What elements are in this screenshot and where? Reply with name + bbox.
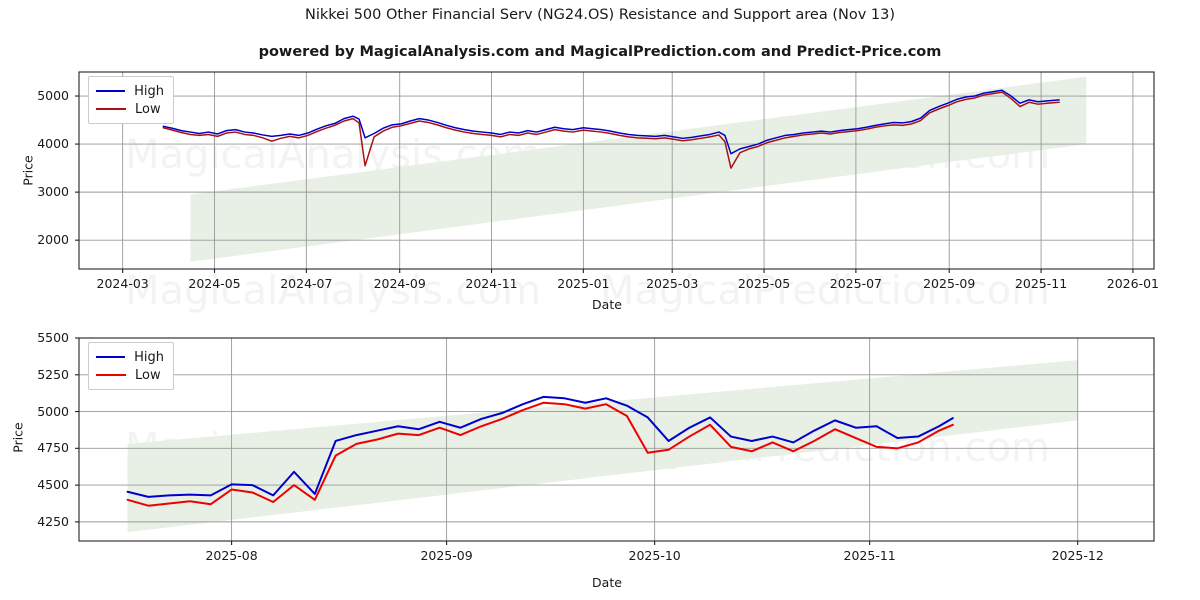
zoom-x-axis-label: Date	[592, 575, 622, 590]
x-tick-label: 2025-07	[829, 276, 882, 291]
x-tick-label: 2024-09	[373, 276, 426, 291]
x-tick-label: 2025-03	[646, 276, 699, 291]
zoom-plot-svg	[75, 337, 1155, 545]
page-title: Nikkei 500 Other Financial Serv (NG24.OS…	[304, 7, 896, 23]
legend-swatch-low	[96, 374, 126, 376]
x-tick-label: 2025-01	[557, 276, 610, 291]
x-tick-label: 2024-11	[465, 276, 518, 291]
y-tick-label: 5250	[37, 366, 69, 382]
x-tick-label: 2026-01	[1106, 276, 1160, 291]
y-tick-label: 4750	[37, 440, 69, 456]
overview-x-axis-label: Date	[592, 297, 622, 312]
legend-swatch-low	[96, 108, 126, 110]
legend-label-low: Low	[135, 101, 161, 117]
legend-entry-high: High	[96, 348, 164, 366]
legend-entry-low: Low	[96, 366, 164, 384]
legend-swatch-high	[96, 356, 126, 358]
x-tick-label: 2025-08	[205, 548, 258, 563]
x-tick-label: 2024-03	[96, 276, 149, 291]
y-tick-label: 5000	[37, 403, 69, 419]
y-tick-label: 4500	[37, 477, 69, 493]
x-tick-label: 2025-09	[420, 548, 473, 563]
legend-label-low: Low	[135, 367, 161, 383]
x-tick-label: 2025-05	[737, 276, 791, 291]
overview-legend: High Low	[88, 76, 174, 124]
zoom-legend: High Low	[88, 342, 174, 390]
support-resistance-band	[127, 360, 1078, 533]
legend-entry-high: High	[96, 82, 164, 100]
legend-entry-low: Low	[96, 100, 164, 118]
legend-swatch-high	[96, 90, 126, 92]
series-line-high	[162, 89, 1060, 155]
y-tick-label: 3000	[37, 184, 69, 200]
support-resistance-band	[190, 76, 1087, 262]
x-tick-label: 2025-11	[1014, 276, 1068, 291]
series-line-high	[126, 395, 954, 498]
x-tick-label: 2025-09	[923, 276, 976, 291]
legend-label-high: High	[134, 349, 164, 365]
overview-plot-svg	[75, 71, 1155, 273]
page-subtitle: powered by MagicalAnalysis.com and Magic…	[258, 44, 942, 60]
x-tick-label: 2024-07	[280, 276, 333, 291]
x-tick-label: 2025-11	[843, 548, 896, 563]
series-line-low	[162, 91, 1060, 169]
series-line-low	[126, 401, 954, 507]
overview-chart: Price Date High Low 2000 3000 4000 5000 2024…	[21, 71, 1160, 312]
y-tick-label: 4000	[37, 136, 69, 152]
x-tick-label: 2024-05	[188, 276, 241, 291]
y-tick-label: 2000	[37, 232, 69, 248]
plot-frame	[78, 71, 1155, 270]
y-tick-label: 5500	[37, 330, 69, 345]
y-tick-label: 5000	[37, 88, 69, 104]
y-tick-label: 4250	[37, 513, 69, 529]
plot-frame	[78, 337, 1155, 542]
legend-label-high: High	[134, 83, 164, 99]
zoom-chart: Price Date High Low 4250 4500 4750 5000 5250…	[0, 310, 1200, 600]
x-tick-label: 2025-10	[628, 548, 681, 563]
x-tick-label: 2025-12	[1051, 548, 1104, 563]
